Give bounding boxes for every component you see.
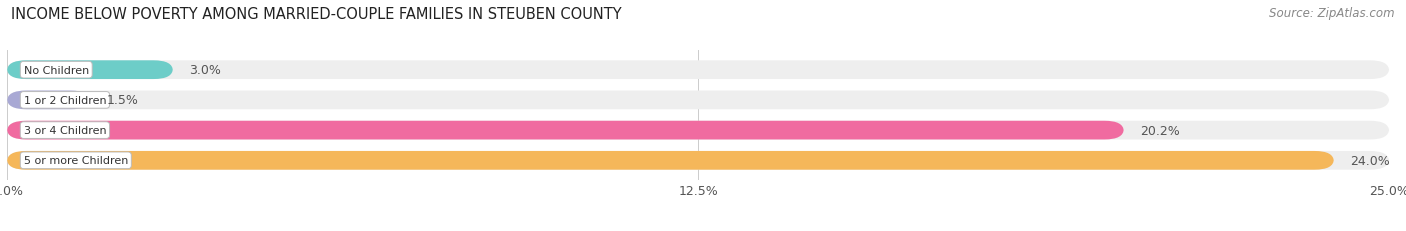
Text: INCOME BELOW POVERTY AMONG MARRIED-COUPLE FAMILIES IN STEUBEN COUNTY: INCOME BELOW POVERTY AMONG MARRIED-COUPL… [11, 7, 621, 22]
Text: 20.2%: 20.2% [1140, 124, 1180, 137]
FancyBboxPatch shape [7, 151, 1334, 170]
FancyBboxPatch shape [7, 91, 1389, 110]
Text: 5 or more Children: 5 or more Children [24, 156, 128, 166]
Text: No Children: No Children [24, 65, 89, 75]
Text: 3.0%: 3.0% [190, 64, 221, 77]
Text: 1 or 2 Children: 1 or 2 Children [24, 95, 107, 105]
FancyBboxPatch shape [7, 121, 1123, 140]
FancyBboxPatch shape [7, 61, 173, 80]
FancyBboxPatch shape [7, 91, 90, 110]
FancyBboxPatch shape [7, 151, 1389, 170]
FancyBboxPatch shape [7, 121, 1389, 140]
FancyBboxPatch shape [7, 61, 1389, 80]
Text: 1.5%: 1.5% [107, 94, 138, 107]
Text: 24.0%: 24.0% [1350, 154, 1391, 167]
Text: Source: ZipAtlas.com: Source: ZipAtlas.com [1270, 7, 1395, 20]
Text: 3 or 4 Children: 3 or 4 Children [24, 126, 107, 136]
